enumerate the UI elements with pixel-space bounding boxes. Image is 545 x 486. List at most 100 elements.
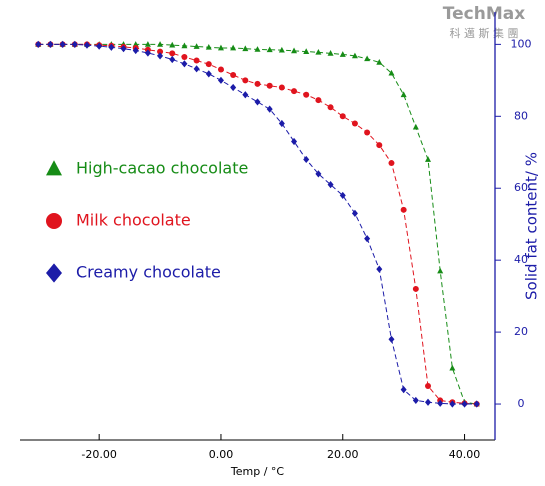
y-tick-label: 40 [514, 253, 528, 266]
point [278, 84, 285, 91]
y-tick-label: 20 [514, 325, 528, 338]
point [388, 335, 395, 343]
point [266, 46, 273, 53]
point [339, 113, 346, 120]
legend-label: High-cacao chocolate [76, 159, 248, 178]
legend-label: Milk chocolate [76, 211, 191, 230]
point [425, 156, 432, 162]
point [303, 155, 310, 164]
point [108, 43, 115, 51]
point [254, 98, 261, 106]
point [425, 398, 432, 406]
point [461, 400, 468, 408]
point [132, 46, 139, 55]
x-tick-label: -20.00 [81, 448, 116, 461]
point [230, 44, 237, 51]
y-tick-label: 80 [514, 109, 528, 122]
point [193, 57, 200, 64]
point [193, 43, 200, 49]
legend-marker [46, 160, 62, 176]
logo-tagline: 科 邁 斯 集 團 [450, 26, 519, 40]
point [47, 40, 54, 48]
point [425, 383, 432, 390]
point [144, 41, 151, 47]
x-tick-label: 20.00 [327, 448, 359, 461]
point [254, 80, 261, 87]
y-tick-label: 60 [514, 181, 528, 194]
legend-label: Creamy chocolate [76, 263, 221, 282]
point [449, 400, 456, 408]
point [83, 41, 90, 49]
point [266, 82, 273, 89]
point [400, 386, 407, 394]
y-axis-label: Solid fat content/ % [523, 152, 541, 300]
x-axis-label: Temp / °C [230, 465, 285, 478]
point [303, 91, 310, 98]
point [278, 46, 285, 53]
point [217, 66, 224, 73]
x-tick-label: 0.00 [209, 448, 234, 461]
logo-name: TechMax [443, 4, 525, 24]
y-tick-label: 0 [518, 397, 525, 410]
x-tick-label: 40.00 [449, 448, 481, 461]
point [217, 44, 224, 51]
y-tick-label: 100 [511, 37, 532, 50]
point [376, 142, 383, 149]
point [193, 65, 200, 73]
point [35, 40, 42, 48]
point [351, 120, 358, 127]
point [376, 265, 383, 273]
point [157, 48, 164, 55]
legend-marker [46, 213, 62, 229]
point [449, 364, 456, 371]
point [242, 91, 249, 99]
point [96, 42, 103, 50]
point [303, 48, 310, 54]
point [230, 71, 237, 78]
point [315, 170, 322, 178]
point [412, 396, 419, 405]
legend-marker [46, 263, 62, 283]
point [315, 97, 322, 104]
point [169, 50, 176, 57]
point [351, 209, 358, 218]
point [291, 137, 298, 146]
point [473, 400, 480, 408]
point [181, 42, 188, 49]
point [412, 285, 419, 292]
point [364, 129, 371, 136]
point [437, 267, 444, 274]
point [388, 69, 395, 76]
point [242, 77, 249, 84]
point [400, 206, 407, 213]
point [181, 53, 188, 60]
point [230, 83, 237, 92]
point [339, 191, 346, 200]
point [169, 41, 176, 48]
point [205, 43, 212, 50]
point [266, 105, 273, 113]
point [400, 91, 407, 98]
point [291, 88, 298, 95]
point [412, 123, 419, 130]
point [217, 76, 224, 84]
point [205, 70, 212, 78]
point [327, 104, 334, 111]
point [169, 55, 176, 64]
point [291, 47, 298, 54]
point [364, 55, 371, 62]
point [205, 61, 212, 68]
point [437, 399, 444, 407]
point [144, 49, 151, 57]
point [327, 50, 334, 56]
point [388, 160, 395, 167]
point [376, 59, 383, 65]
point [242, 45, 249, 52]
point [59, 40, 66, 48]
point [315, 48, 322, 55]
point [351, 52, 358, 59]
point [327, 181, 334, 189]
point [278, 119, 285, 128]
point [71, 40, 78, 48]
